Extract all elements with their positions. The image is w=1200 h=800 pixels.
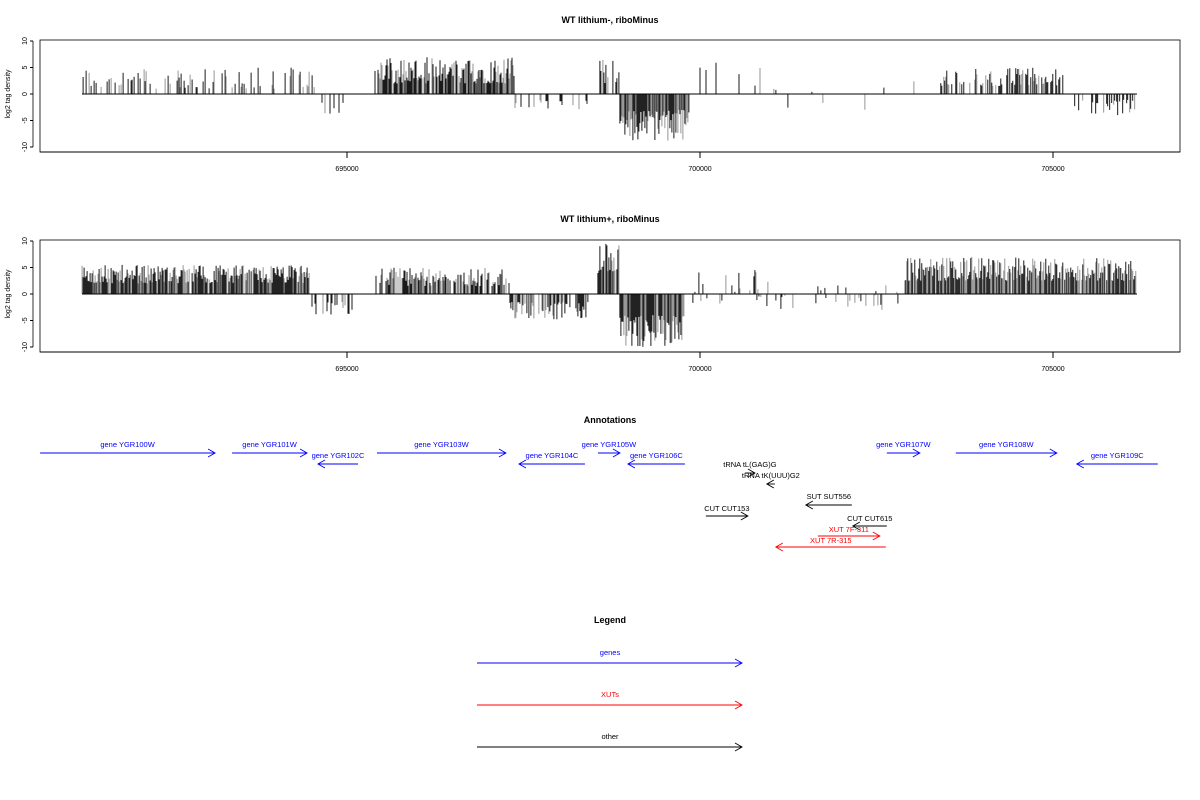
annotation-label: gene YGR107W — [876, 440, 931, 449]
annotation-label: gene YGR106C — [630, 451, 683, 460]
y-tick-label: 5 — [22, 65, 29, 69]
y-tick-label: 10 — [22, 237, 29, 245]
annotation-track: gene YGR100W gene YGR101W gene YGR102C gene… — [40, 440, 1158, 552]
x-tick-label: 700000 — [688, 366, 711, 373]
annotation-gene: gene YGR104C — [518, 451, 585, 469]
annotation-other: tRNA tL(GAG)G — [723, 460, 777, 478]
annotation-label: gene YGR104C — [526, 451, 579, 460]
y-tick-label: 0 — [22, 92, 29, 96]
arrow-right-icon — [207, 448, 216, 458]
plot-frame — [39, 39, 1181, 153]
legend-label: XUTs — [601, 690, 619, 699]
y-tick-label: 0 — [22, 292, 29, 296]
annotation-label: gene YGR103W — [414, 440, 469, 449]
annotation-label: gene YGR109C — [1091, 451, 1144, 460]
annotation-label: gene YGR100W — [100, 440, 155, 449]
arrow-right-icon — [498, 448, 507, 458]
annotation-gene: gene YGR101W — [232, 440, 308, 458]
x-tick-label: 695000 — [335, 366, 358, 373]
arrow-left-icon — [627, 459, 636, 469]
arrow-right-icon — [612, 448, 621, 458]
x-tick-label: 695000 — [335, 166, 358, 173]
legend: genes XUTs other — [477, 648, 743, 752]
arrow-right-icon — [1049, 448, 1058, 458]
annotation-label: gene YGR101W — [242, 440, 297, 449]
arrow-right-icon — [734, 742, 743, 752]
annotation-label: tRNA tL(GAG)G — [723, 460, 777, 469]
arrow-right-icon — [734, 700, 743, 710]
arrow-right-icon — [740, 511, 749, 521]
annotation-label: gene YGR102C — [312, 451, 365, 460]
annotation-gene: gene YGR109C — [1075, 451, 1158, 469]
annotation-other: CUT CUT615 — [847, 514, 892, 531]
arrow-left-icon — [518, 459, 527, 469]
plot-frame — [39, 239, 1181, 353]
annotations-title: Annotations — [584, 415, 637, 425]
legend-entry: genes — [477, 648, 743, 668]
legend-label: genes — [600, 648, 621, 657]
y-tick-label: -5 — [22, 317, 29, 323]
annotation-label: XUT 7F-311 — [829, 525, 869, 534]
annotation-gene: gene YGR107W — [876, 440, 931, 458]
legend-entry: XUTs — [477, 690, 743, 710]
arrow-right-icon — [734, 658, 743, 668]
annotation-gene: gene YGR108W — [955, 440, 1058, 458]
annotation-gene: gene YGR100W — [40, 440, 216, 458]
legend-title: Legend — [594, 615, 626, 625]
y-tick-label: 5 — [22, 265, 29, 269]
y-axis-label: log2 tag density — [5, 69, 12, 119]
annotation-label: XUT 7R-315 — [810, 536, 852, 545]
annotation-xut: XUT 7F-311 — [817, 525, 881, 541]
x-tick-label: 700000 — [688, 166, 711, 173]
legend-label: other — [601, 732, 619, 741]
x-tick-label: 705000 — [1041, 166, 1064, 173]
panel2-title: WT lithium+, riboMinus — [560, 214, 659, 224]
annotation-label: gene YGR105W — [582, 440, 637, 449]
y-tick-label: -10 — [22, 342, 29, 352]
annotation-label: CUT CUT153 — [704, 504, 749, 513]
arrow-right-icon — [747, 468, 756, 478]
annotation-gene: gene YGR105W — [582, 440, 637, 458]
arrow-left-icon — [851, 521, 861, 531]
arrow-left-icon — [774, 542, 784, 552]
panel-lithium-minus: 10 5 0 -5 -10 log2 tag density 695000 700000 705… — [5, 37, 1181, 173]
annotation-gene: gene YGR102C — [312, 451, 365, 469]
annotation-other: SUT SUT556 — [804, 492, 852, 510]
annotation-label: SUT SUT556 — [807, 492, 851, 501]
panel-lithium-plus: 10 5 0 -5 -10 log2 tag density 695000 700000 705… — [5, 237, 1181, 373]
annotation-other: tRNA tK(UUU)G2 — [742, 471, 800, 489]
y-tick-label: -5 — [22, 117, 29, 123]
annotation-label: CUT CUT615 — [847, 514, 892, 523]
panel1-title: WT lithium-, riboMinus — [562, 15, 659, 25]
x-tick-label: 705000 — [1041, 366, 1064, 373]
y-axis-label: log2 tag density — [5, 269, 12, 319]
annotation-other: CUT CUT153 — [704, 504, 750, 521]
annotation-gene: gene YGR106C — [627, 451, 685, 469]
arrow-right-icon — [872, 531, 881, 541]
annotation-label: gene YGR108W — [979, 440, 1034, 449]
annotation-xut: XUT 7R-315 — [774, 536, 886, 552]
arrow-right-icon — [912, 448, 921, 458]
y-tick-label: -10 — [22, 142, 29, 152]
y-tick-label: 10 — [22, 37, 29, 45]
arrow-left-icon — [804, 500, 814, 510]
legend-entry: other — [477, 732, 743, 752]
arrow-left-icon — [1075, 459, 1085, 469]
arrow-left-icon — [765, 479, 775, 489]
annotation-label: tRNA tK(UUU)G2 — [742, 471, 800, 480]
arrow-left-icon — [317, 459, 326, 469]
arrow-right-icon — [299, 448, 308, 458]
annotation-gene: gene YGR103W — [377, 440, 507, 458]
